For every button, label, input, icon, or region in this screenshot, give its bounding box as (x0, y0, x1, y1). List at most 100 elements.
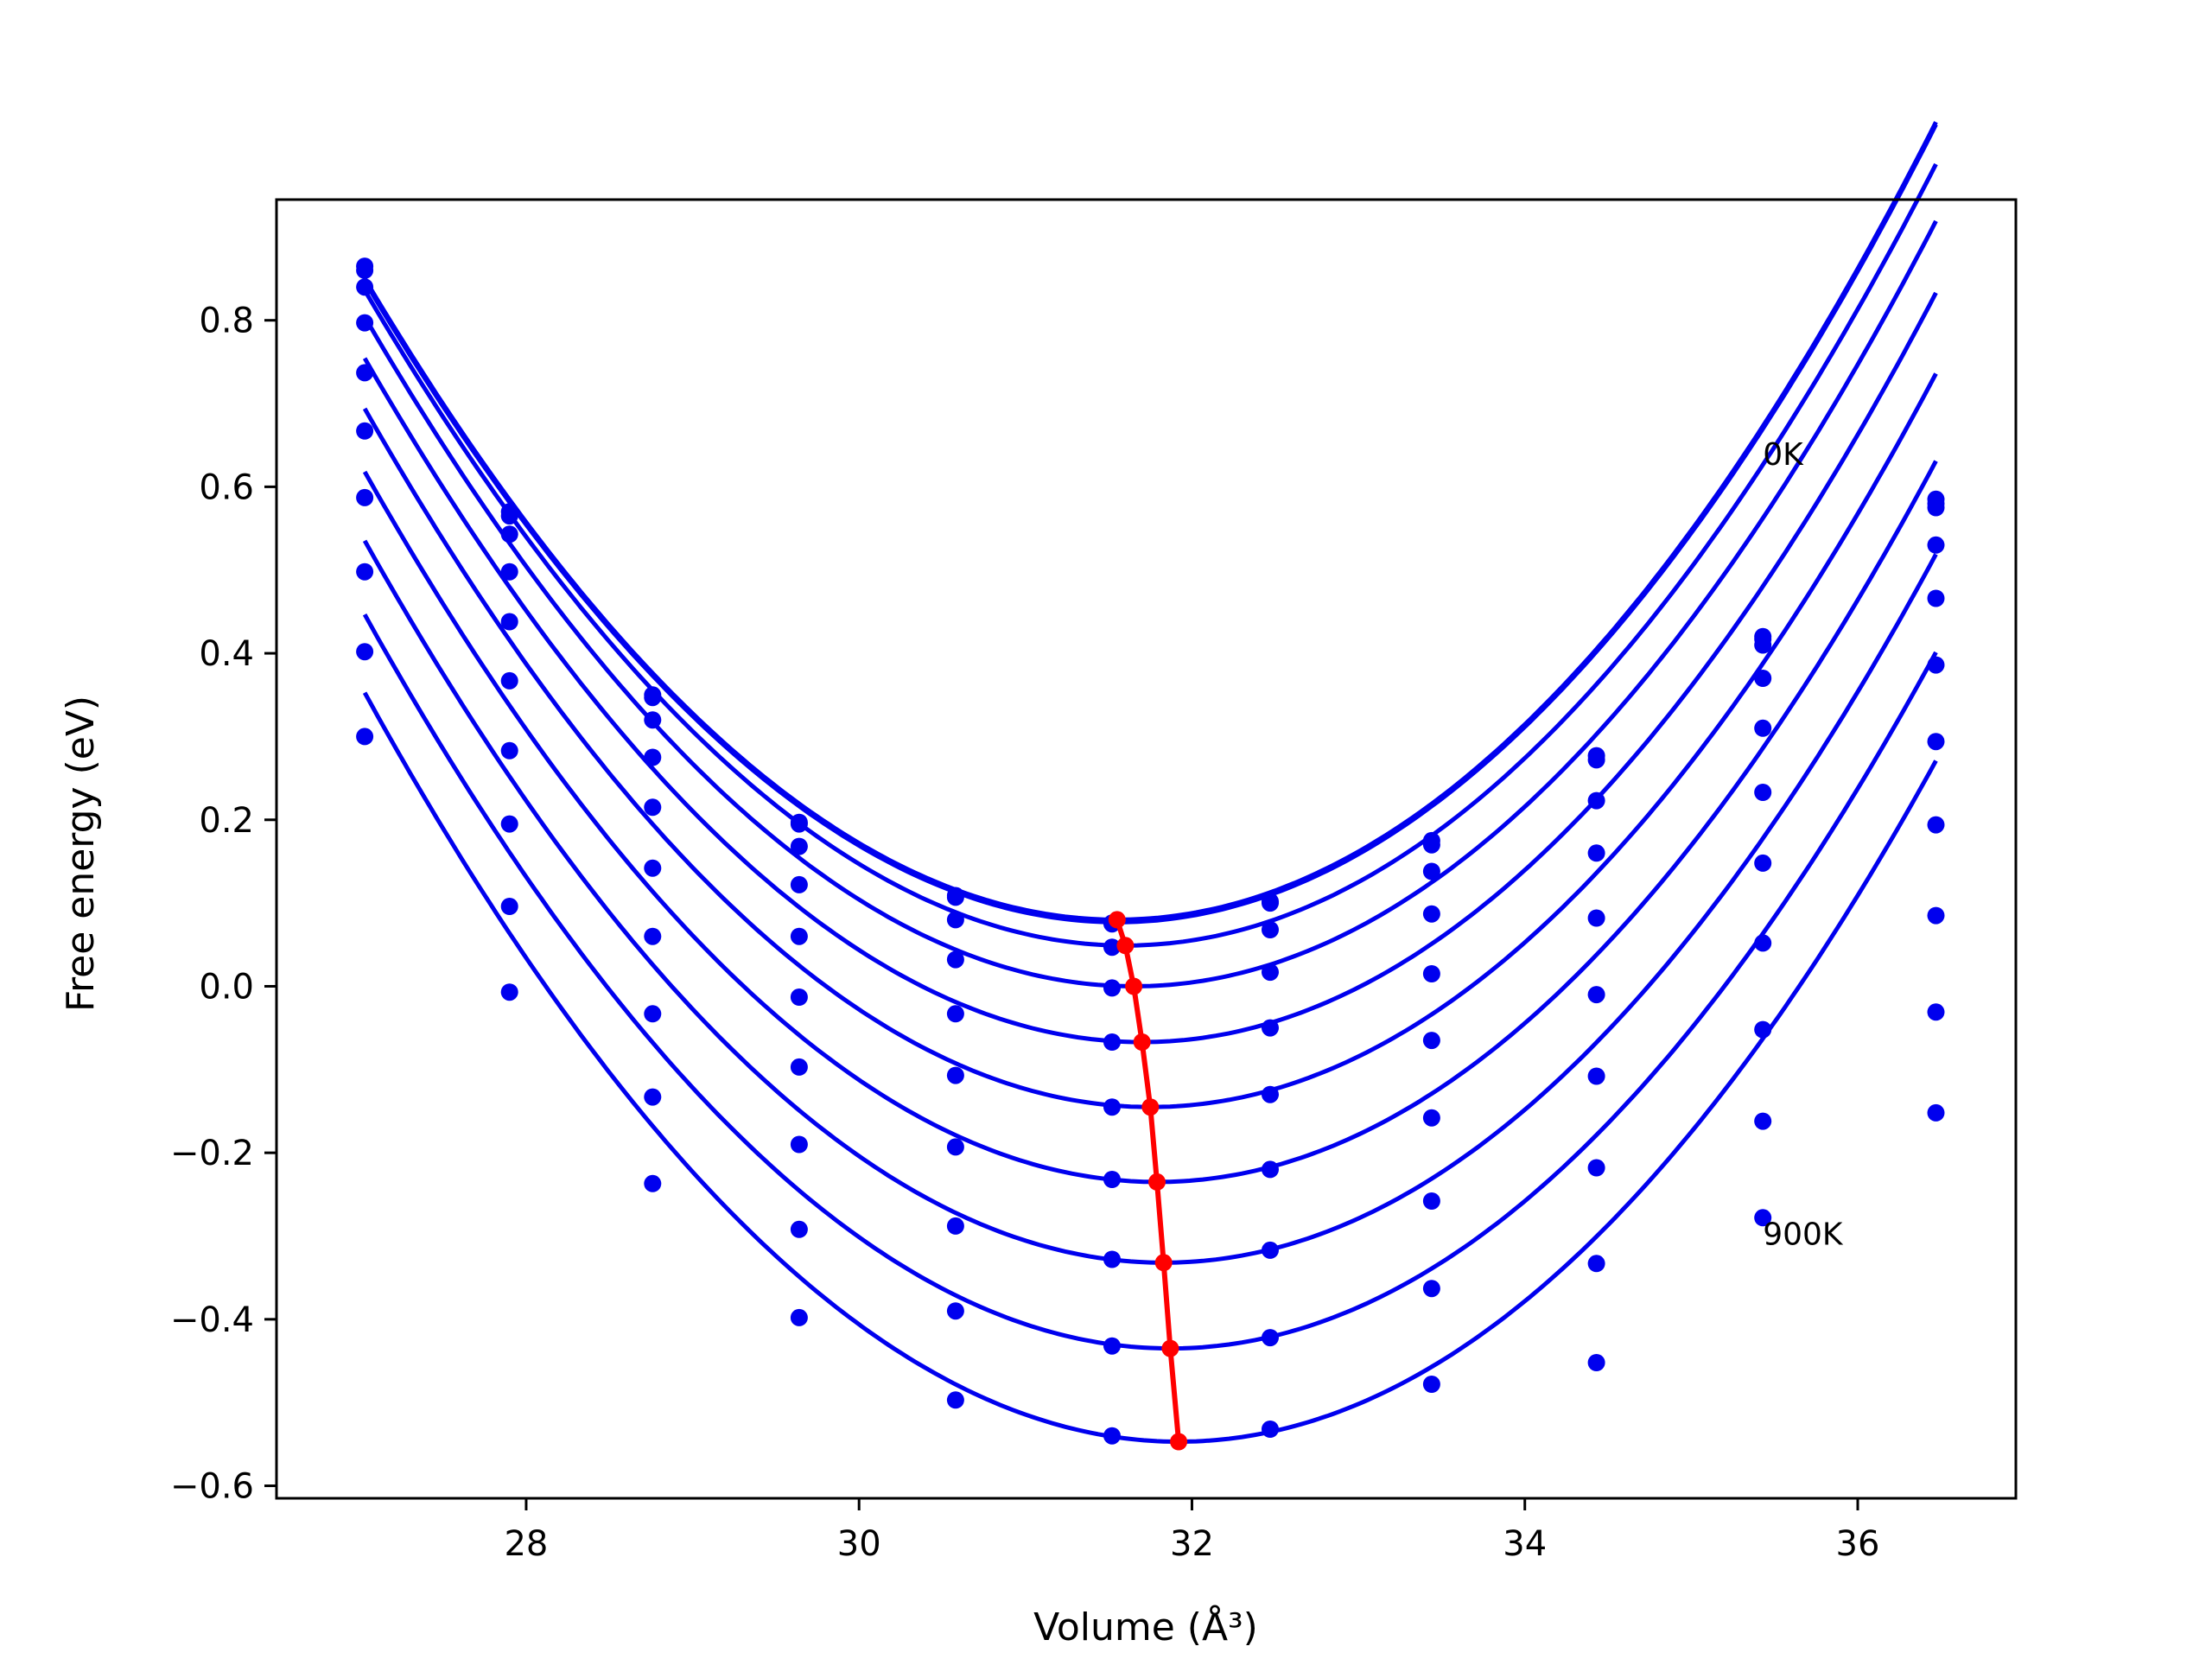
data-point (1103, 1033, 1121, 1051)
data-point (946, 911, 964, 929)
y-tick-label: 0.4 (199, 634, 254, 674)
data-point (1754, 934, 1772, 952)
data-point (1103, 979, 1121, 997)
data-point (1587, 844, 1605, 862)
data-point (1754, 1020, 1772, 1039)
data-point (1587, 1354, 1605, 1371)
y-tick-label: −0.4 (170, 1300, 254, 1340)
x-tick-label: 36 (1836, 1524, 1880, 1564)
data-point (356, 364, 374, 382)
data-point (1754, 1112, 1772, 1130)
data-point (1927, 1103, 1945, 1122)
data-point (1587, 1159, 1605, 1177)
x-tick-label: 30 (837, 1524, 881, 1564)
y-axis-label: Free energy (eV) (59, 696, 103, 1012)
data-point (946, 888, 964, 906)
data-point (644, 927, 662, 945)
fit-curve-5 (362, 372, 1938, 1109)
data-point (946, 1138, 964, 1156)
data-point (790, 1220, 808, 1238)
data-point (1262, 1241, 1279, 1259)
data-point (1927, 733, 1945, 751)
data-point (790, 988, 808, 1006)
data-point (1587, 791, 1605, 810)
data-point (1754, 854, 1772, 872)
data-point (946, 1005, 964, 1023)
fit-curve-9 (362, 691, 1938, 1444)
data-point (1587, 986, 1605, 1004)
data-point (1103, 1337, 1121, 1355)
y-tick-label: 0.0 (199, 967, 254, 1007)
data-point (1422, 862, 1440, 880)
data-point (1103, 1171, 1121, 1188)
data-point (1103, 1427, 1121, 1445)
y-tick-label: −0.6 (170, 1467, 254, 1507)
data-point (1422, 1376, 1440, 1393)
data-point (790, 1308, 808, 1326)
data-point (1587, 751, 1605, 769)
fit-curve-6 (362, 460, 1938, 1185)
data-point (1422, 1109, 1440, 1127)
data-point (1262, 1019, 1279, 1037)
data-point (356, 278, 374, 296)
data-point (1422, 1280, 1440, 1298)
minimum-point (1148, 1173, 1166, 1191)
data-point (356, 261, 374, 279)
data-point (1927, 536, 1945, 554)
y-tick-label: 0.2 (199, 801, 254, 841)
fit-curve-7 (362, 539, 1938, 1265)
data-point (500, 898, 518, 915)
y-tick-label: 0.8 (199, 302, 254, 341)
data-point (1103, 1250, 1121, 1268)
data-point (1927, 656, 1945, 674)
data-point (1587, 909, 1605, 927)
data-point (790, 1058, 808, 1076)
x-axis-label: Volume (Å³) (1033, 1604, 1258, 1649)
data-point (1754, 670, 1772, 687)
data-point (644, 1005, 662, 1023)
data-point (500, 613, 518, 631)
data-point (1927, 906, 1945, 925)
x-axis-ticks: 28 30 32 34 36 (504, 1498, 1879, 1564)
data-point (500, 741, 518, 760)
fit-curve-3 (362, 219, 1938, 988)
data-point (1927, 499, 1945, 517)
annotation-0: 0K (1763, 437, 1804, 473)
data-point (946, 1391, 964, 1409)
data-point (1587, 1255, 1605, 1273)
data-point (644, 711, 662, 729)
x-tick-label: 28 (504, 1524, 548, 1564)
data-point (356, 728, 374, 746)
fit-curve-2 (362, 162, 1938, 948)
data-point (356, 422, 374, 440)
data-point (644, 1174, 662, 1192)
data-point (356, 314, 374, 332)
data-point (500, 671, 518, 690)
data-point (1422, 965, 1440, 982)
data-point (1422, 1192, 1440, 1210)
data-point (1103, 938, 1121, 957)
minima-line (1108, 911, 1188, 1451)
minimum-point (1133, 1033, 1151, 1051)
data-point (356, 563, 374, 581)
data-point (790, 815, 808, 833)
data-point (1262, 1329, 1279, 1347)
data-point (500, 563, 518, 581)
data-point (644, 798, 662, 817)
data-point (1754, 784, 1772, 801)
x-tick-label: 34 (1503, 1524, 1547, 1564)
data-point (1422, 905, 1440, 923)
data-point (1262, 1085, 1279, 1103)
data-point (644, 1088, 662, 1106)
data-point (500, 525, 518, 543)
data-point (644, 859, 662, 877)
data-point (1422, 836, 1440, 854)
minimum-point (1141, 1098, 1160, 1116)
annotations: 0K 900K (1763, 437, 1844, 1253)
data-point (1262, 894, 1279, 912)
fit-curve-8 (362, 613, 1938, 1351)
data-point (1927, 589, 1945, 607)
data-point (790, 837, 808, 855)
y-tick-label: 0.6 (199, 467, 254, 507)
data-point (1927, 1003, 1945, 1021)
